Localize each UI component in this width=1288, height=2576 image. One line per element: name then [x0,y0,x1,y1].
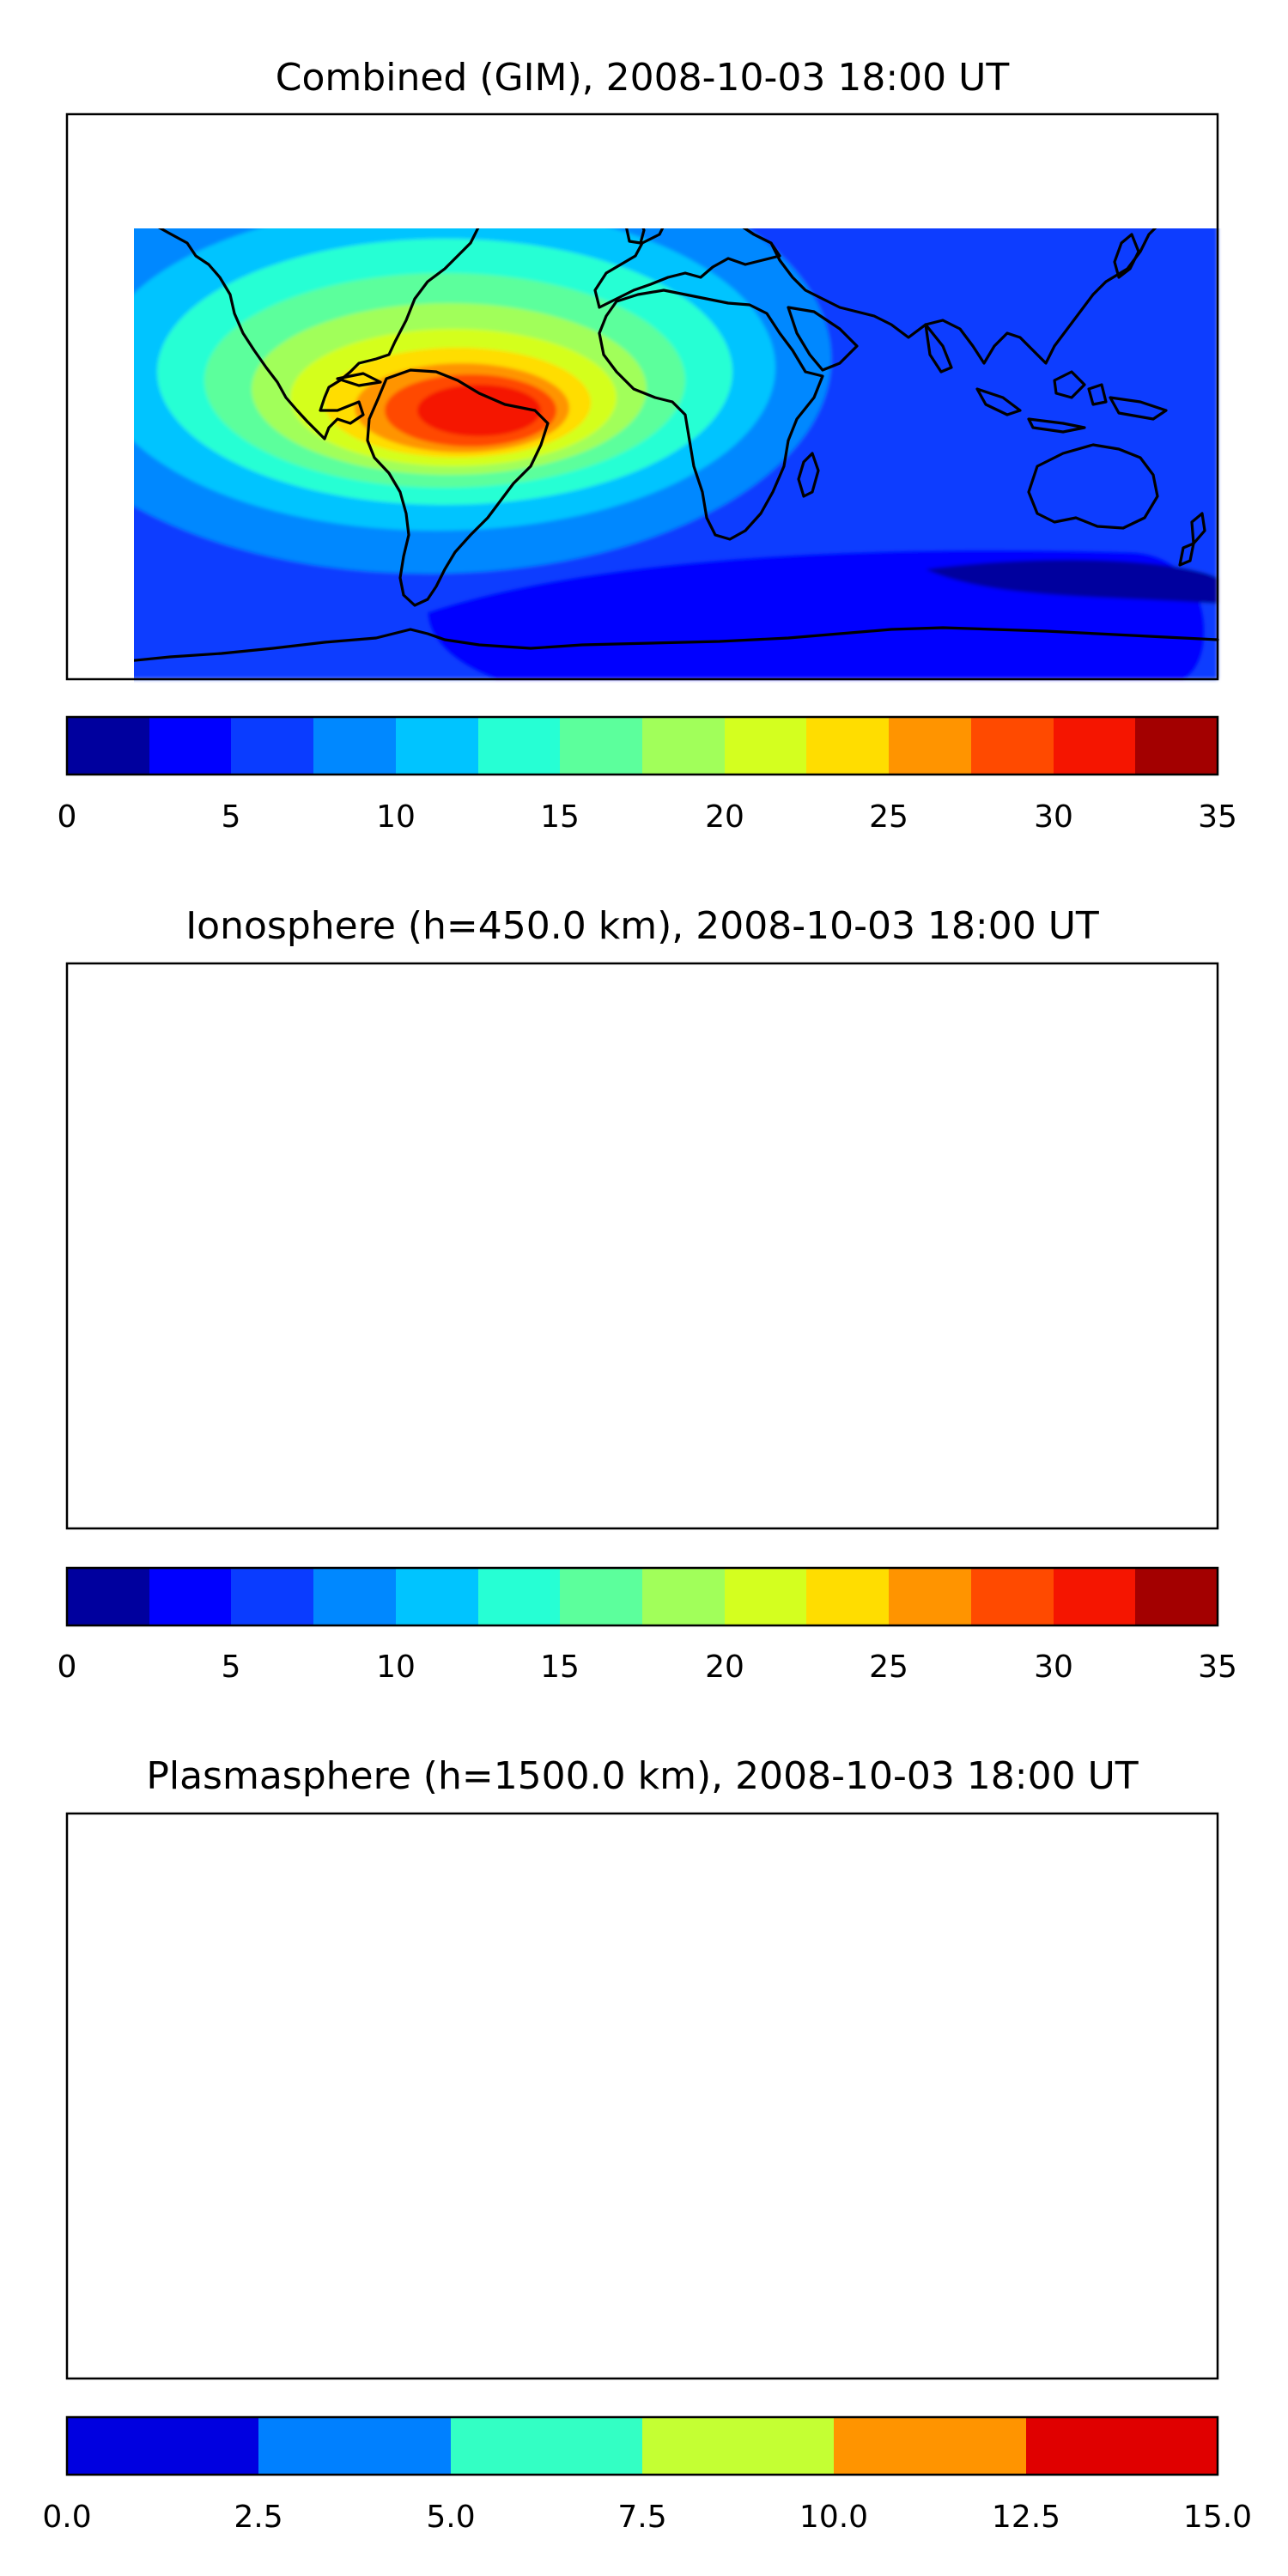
map-frame [65,1812,1219,2380]
colorbar-segment [971,717,1054,775]
tick-label: 2.5 [234,2500,283,2535]
tick-label: 10.0 [799,2500,868,2535]
colorbar-segment [971,1568,1054,1625]
tick-label: 0 [58,1649,77,1685]
contour-band [174,1105,664,1397]
contour-band [337,1195,535,1315]
colorbar-segment [67,717,150,775]
colorbar-segment [1135,1568,1218,1625]
colorbar-segment [67,1568,150,1625]
colorbar-ticks: 0 5 10 15 20 25 30 35 [58,799,1237,835]
contour-map [67,1814,1218,2379]
tick-label: 25 [869,799,908,835]
contour-band [417,385,541,436]
colorbar-segment [149,1568,232,1625]
colorbar-segment [1135,717,1218,775]
colorbar-segment [231,1568,314,1625]
contour-band [651,143,1218,226]
colorbar-ticks: 0.0 2.5 5.0 7.5 10.0 12.5 15.0 [42,2500,1252,2535]
colorbar-segment [478,1568,561,1625]
map-frame [65,962,1219,1530]
chart-title: Plasmasphere (h=1500.0 km), 2008-10-03 1… [146,1754,1138,1798]
colorbar-segment [1054,1568,1136,1625]
colorbar-ticks: 0 5 10 15 20 25 30 35 [58,1649,1237,1685]
colorbar-segment [1054,717,1136,775]
tick-label: 10 [376,1649,416,1685]
colorbar-segment [889,717,972,775]
contour-band [67,1943,1218,2237]
contour-band [591,2061,690,2150]
tick-label: 7.5 [617,2500,666,2535]
colorbar-segment [149,717,232,775]
colorbar-segment [396,717,479,775]
tick-label: 5 [222,1649,241,1685]
contour-band [685,1048,1218,1529]
tick-label: 5.0 [426,2500,475,2535]
chart-title: Combined (GIM), 2008-10-03 18:00 UT [276,56,1010,100]
colorbar [65,715,1219,776]
colorbar-segment [258,2417,452,2475]
contour-band [376,1210,513,1292]
colorbar-segment [313,1568,397,1625]
colorbar [65,1566,1219,1627]
coastline [67,974,1218,1517]
map-frame [65,112,1219,681]
tick-label: 30 [1034,799,1073,835]
colorbar-segment [889,1568,972,1625]
tick-label: 15 [540,1649,580,1685]
tick-label: 15 [540,799,580,835]
colorbar-segment [67,2417,259,2475]
contour-band [243,1144,612,1358]
colorbar-segment [642,717,726,775]
colorbar-segment [313,717,397,775]
contour-band [101,1015,720,1496]
contour-band [67,963,1218,1528]
contour-map [67,963,1218,1528]
tick-label: 20 [705,1649,744,1685]
contour-band [926,560,1218,604]
colorbar-segment [451,2417,643,2475]
tick-label: 15.0 [1183,2500,1252,2535]
colorbar-segment [1026,2417,1218,2475]
colorbar-segment [642,2417,835,2475]
coastline [67,1824,1218,2367]
colorbar-segment [478,717,561,775]
contour-band [204,1984,920,2134]
tick-label: 35 [1198,799,1237,835]
colorbar-segment [560,1568,643,1625]
colorbar-segment [560,717,643,775]
colorbar-segment [806,717,890,775]
contour-band [651,1027,1218,1528]
tick-label: 5 [222,799,241,835]
tick-label: 20 [705,799,744,835]
colorbar-segment [806,1568,890,1625]
colorbar-segment [725,1568,807,1625]
tick-label: 0.0 [42,2500,91,2535]
tick-label: 0 [58,799,77,835]
contour-band [295,1172,569,1335]
contour-band [408,1221,490,1264]
contour-band [67,1814,1218,2379]
colorbar-segment [725,717,807,775]
colorbar [65,2415,1219,2476]
colorbar-segment [396,1568,479,1625]
contour-band [67,1953,1204,2204]
tick-label: 10 [376,799,416,835]
tick-label: 25 [869,1649,908,1685]
colorbar-segment [642,1568,726,1625]
contour-map [134,143,1219,679]
tick-label: 35 [1198,1649,1237,1685]
colorbar-segment [231,717,314,775]
tick-label: 30 [1034,1649,1073,1685]
tick-label: 12.5 [992,2500,1060,2535]
colorbar-segment [834,2417,1027,2475]
chart-title: Ionosphere (h=450.0 km), 2008-10-03 18:0… [185,904,1099,948]
